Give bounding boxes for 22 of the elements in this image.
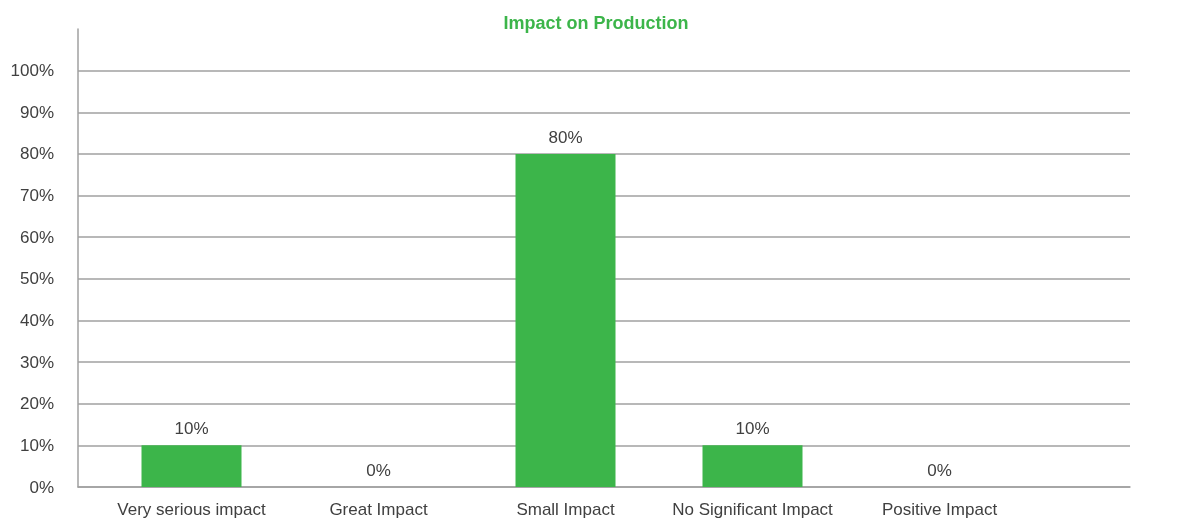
y-tick-label: 30% bbox=[19, 352, 54, 372]
y-tick-label: 80% bbox=[19, 144, 54, 164]
x-tick-label: Very serious impact bbox=[117, 500, 266, 519]
y-tick-label: 90% bbox=[19, 102, 54, 122]
y-tick-label: 50% bbox=[19, 269, 54, 289]
y-tick-label: 70% bbox=[19, 186, 54, 206]
x-tick-label: No Significant Impact bbox=[672, 500, 834, 519]
y-tick-label: 40% bbox=[19, 310, 54, 330]
data-label: 10% bbox=[735, 419, 770, 439]
data-label: 10% bbox=[174, 419, 209, 439]
y-tick-label: 10% bbox=[19, 435, 54, 455]
y-tick-label: 0% bbox=[29, 477, 54, 497]
x-tick-label: Great Impact bbox=[329, 500, 428, 519]
y-tick-label: 100% bbox=[10, 61, 54, 81]
x-tick-label: Positive Impact bbox=[881, 500, 998, 519]
y-tick-label: 20% bbox=[19, 394, 54, 414]
y-tick-label: 60% bbox=[19, 227, 54, 247]
data-label: 80% bbox=[548, 127, 583, 147]
data-label: 0% bbox=[927, 461, 952, 480]
chart-title: Impact on Production bbox=[503, 13, 689, 33]
data-label: 0% bbox=[366, 461, 391, 480]
x-tick-label: Small Impact bbox=[516, 500, 615, 519]
